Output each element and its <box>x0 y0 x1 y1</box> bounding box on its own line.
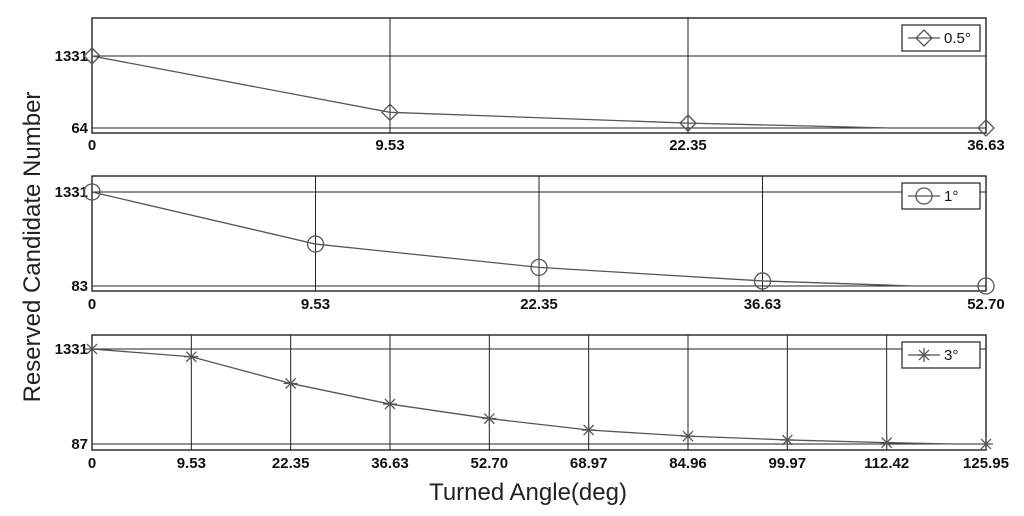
x-tick-label: 0 <box>88 455 96 472</box>
series-line <box>91 191 915 287</box>
data-point-marker <box>780 432 795 447</box>
x-tick-label: 9.53 <box>301 296 330 313</box>
y-tick-label: 1331 <box>55 341 88 358</box>
plot-frame <box>91 334 987 451</box>
x-tick-label: 36.63 <box>371 455 409 472</box>
data-point-marker <box>383 397 397 412</box>
x-tick-label: 9.53 <box>375 137 404 154</box>
data-point-marker <box>85 342 99 356</box>
y-tick-label: 83 <box>71 278 88 295</box>
data-point-marker <box>977 119 995 137</box>
y-tick-label: 87 <box>71 436 88 453</box>
data-point-marker <box>83 47 101 65</box>
x-tick-label: 99.97 <box>769 455 807 472</box>
x-tick-label: 84.96 <box>669 455 707 472</box>
chart-panel-1: 0 9.53 22.35 36.63 1331 64 0.5° <box>55 17 1005 154</box>
data-point-marker <box>83 183 101 201</box>
data-point-marker <box>753 272 772 290</box>
x-tick-label: 36.63 <box>744 296 782 313</box>
legend-label: 1° <box>944 188 958 205</box>
marker-stroke <box>781 434 793 446</box>
legend-label: 3° <box>944 347 958 364</box>
data-point-marker <box>581 423 596 438</box>
x-tick-label: 68.97 <box>570 455 608 472</box>
data-point-marker <box>979 437 993 451</box>
chart-panel-3: 0 9.53 22.35 36.63 52.70 68.97 84.96 99.97 112.4… <box>55 334 1009 472</box>
legend-box <box>901 182 981 210</box>
x-tick-label: 22.35 <box>520 296 558 313</box>
chart-panel-2: 0 9.53 22.35 36.63 52.70 1331 83 1° <box>55 175 1005 313</box>
marker-stroke <box>918 349 930 361</box>
x-tick-label: 0 <box>88 296 96 313</box>
marker-stroke <box>285 377 297 389</box>
legend-label: 0.5° <box>944 30 971 47</box>
series-line <box>91 348 955 445</box>
marker-stroke <box>86 343 98 355</box>
data-point-marker <box>381 103 399 122</box>
x-axis-title: Turned Angle(deg) <box>429 479 627 506</box>
series-line <box>91 55 891 129</box>
x-tick-label: 52.70 <box>967 296 1005 313</box>
legend-marker <box>915 29 933 47</box>
x-tick-label: 36.63 <box>967 137 1005 154</box>
legend-marker <box>917 348 931 362</box>
data-point-marker <box>879 435 894 450</box>
legend-marker <box>915 187 933 205</box>
marker-stroke <box>980 438 992 450</box>
marker-stroke <box>583 424 595 436</box>
data-point-marker <box>679 114 697 133</box>
marker-stroke <box>185 351 197 363</box>
x-tick-label: 22.35 <box>272 455 310 472</box>
y-tick-label: 1331 <box>55 48 88 65</box>
x-tick-label: 125.95 <box>963 455 1009 472</box>
x-tick-label: 22.35 <box>669 137 707 154</box>
data-point-marker <box>306 235 325 253</box>
data-point-marker <box>977 277 995 295</box>
marker-stroke <box>682 430 694 442</box>
x-tick-label: 9.53 <box>177 455 206 472</box>
x-tick-label: 112.42 <box>864 455 909 472</box>
marker-stroke <box>384 398 396 410</box>
marker-stroke <box>483 413 495 425</box>
data-point-marker <box>283 376 298 391</box>
x-tick-label: 52.70 <box>471 455 509 472</box>
marker-stroke <box>881 437 893 449</box>
plot-frame <box>91 17 987 134</box>
data-point-marker <box>681 429 695 444</box>
data-point-marker <box>530 258 548 277</box>
y-tick-label: 1331 <box>55 184 88 201</box>
data-point-marker <box>184 349 199 364</box>
y-axis-title: Reserved Candidate Number <box>19 92 46 403</box>
x-tick-label: 0 <box>88 137 96 154</box>
y-tick-label: 64 <box>71 120 88 137</box>
data-point-marker <box>482 411 497 426</box>
